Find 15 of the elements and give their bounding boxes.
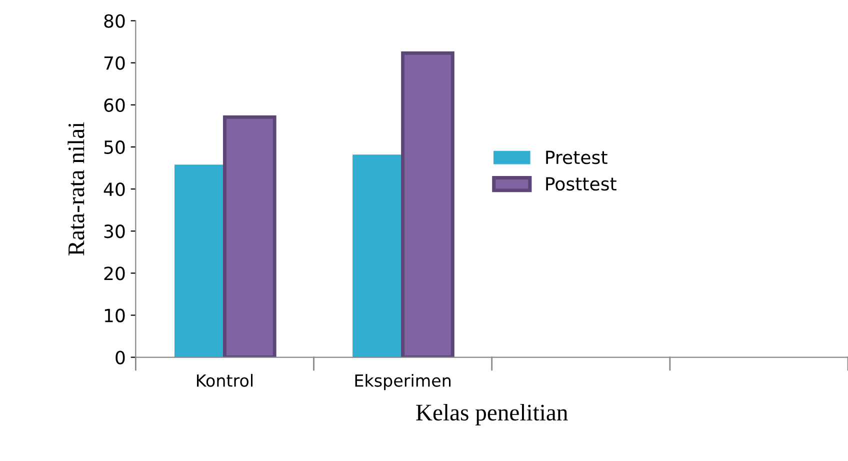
y-tick-label: 30 <box>104 224 125 238</box>
y-tick-label: 50 <box>104 140 125 154</box>
x-axis-title: Kelas penelitian <box>416 404 568 426</box>
y-axis-title: Rata-rata nilai <box>68 122 84 256</box>
legend-label: Pretest <box>546 150 608 164</box>
y-tick-label: 80 <box>104 14 125 28</box>
x-tick-label: Kontrol <box>197 374 253 387</box>
x-tick-label: Eksperimen <box>355 374 450 390</box>
y-tick-label: 20 <box>104 266 125 280</box>
y-tick-label: 70 <box>104 56 125 70</box>
y-tick-label: 10 <box>104 308 125 322</box>
y-tick-label: 0 <box>116 350 125 364</box>
y-tick-label: 40 <box>104 182 125 196</box>
y-tick-label: 60 <box>104 98 125 112</box>
legend-label: Posttest <box>546 177 616 191</box>
